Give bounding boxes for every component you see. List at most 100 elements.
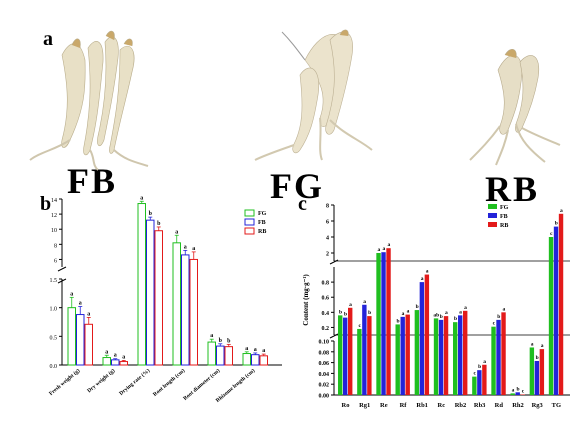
bar-fg	[357, 328, 362, 395]
significance-letter: a	[87, 311, 90, 317]
x-category-label: Re	[380, 402, 388, 409]
significance-letter: b	[344, 312, 347, 318]
bar-fg	[102, 357, 111, 366]
photo-label-fg: FG	[270, 166, 324, 206]
y-tick-label: 10	[51, 228, 57, 234]
significance-letter: a	[114, 353, 117, 359]
significance-letter: a	[175, 229, 178, 235]
bar-rb	[539, 349, 545, 395]
bar-fg	[338, 315, 343, 395]
significance-letter: a	[105, 349, 108, 355]
bar-fb	[362, 304, 367, 395]
significance-letter: a	[377, 247, 380, 253]
significance-letter: a	[382, 246, 385, 252]
x-category-label: Rh2	[512, 402, 524, 409]
significance-letter: a	[70, 291, 73, 297]
significance-letter: a	[210, 333, 213, 339]
significance-letter: a	[184, 244, 187, 250]
panel-label-a: a	[43, 28, 53, 50]
bar-rb	[443, 316, 449, 395]
x-category-label: Fresh weight (g)	[48, 367, 82, 397]
x-category-label: Dry weight (g)	[86, 367, 117, 394]
bar-fg	[207, 341, 216, 366]
significance-letter: a	[363, 299, 366, 305]
significance-letter: b	[555, 221, 558, 227]
chart-c: 0.00 0.02 0.04 0.06 0.08 0.10 0.2 0.4 0.6 0.8 2 4 6 8…	[302, 204, 570, 409]
significance-letter: a	[560, 208, 563, 214]
y-tick-label: 0.0	[50, 364, 58, 370]
bar-rb	[189, 258, 198, 366]
x-category-label: TG	[552, 402, 561, 409]
bar-fb	[76, 314, 85, 366]
bar-fg	[529, 347, 535, 395]
y-tick-label: 0.2	[322, 326, 330, 332]
legend-swatch-fg	[244, 209, 255, 217]
bar-fb	[381, 252, 386, 395]
y-tick-label: 0.4	[322, 311, 330, 317]
panel-label-b: b	[40, 193, 52, 215]
bar-rb	[482, 364, 487, 395]
significance-letter: a	[407, 309, 410, 315]
bar-fg	[242, 353, 251, 366]
bar-rb	[405, 314, 410, 395]
bar-rb	[367, 316, 372, 395]
bar-fb	[251, 354, 260, 366]
legend-label-fb: FB	[500, 214, 508, 220]
bar-fg	[510, 393, 515, 395]
significance-letter: b	[227, 338, 231, 344]
significance-letter: a	[254, 347, 257, 353]
significance-letter: a	[192, 246, 195, 252]
significance-letter: a	[349, 302, 352, 308]
y-tick-label: 0.06	[319, 361, 330, 367]
x-category-label: Drying rate (%)	[118, 367, 152, 397]
bar-fb	[515, 392, 520, 395]
y-tick-label: 0.08	[319, 350, 330, 356]
significance-letter: b	[157, 221, 161, 227]
root-photos	[29, 29, 561, 171]
significance-letter: a	[459, 309, 462, 315]
significance-letter: a	[387, 242, 390, 248]
x-category-label: Root diameter (cm)	[182, 367, 222, 402]
legend-swatch-fb	[488, 213, 497, 218]
significance-letter: a	[502, 306, 505, 312]
legend-label-fb: FB	[258, 220, 266, 226]
y-tick-label: 0.5	[50, 335, 58, 341]
significance-letter: a	[483, 359, 486, 365]
significance-letter: c	[550, 231, 553, 237]
bar-fb	[438, 319, 444, 395]
x-category-label: Ro	[342, 402, 350, 409]
y-tick-label: 14	[51, 198, 57, 204]
significance-letter: c	[473, 371, 476, 377]
bar-fg	[67, 307, 76, 366]
bar-fg	[395, 324, 400, 395]
legend-label-rb: RB	[258, 229, 266, 235]
significance-letter: a	[140, 195, 143, 201]
bar-fb	[496, 319, 501, 395]
bar-fg	[548, 237, 554, 395]
bar-rb	[424, 274, 430, 395]
significance-letter: b	[339, 309, 342, 315]
bar-fg	[472, 376, 477, 395]
root-image-fb	[29, 30, 149, 171]
significance-letter: a	[122, 354, 125, 360]
bar-fb	[146, 219, 155, 366]
significance-letter: c	[358, 323, 361, 329]
y-tick-label: 8	[54, 243, 57, 249]
bar-fb	[111, 359, 120, 366]
significance-letter: a	[512, 387, 515, 393]
significance-letter: a	[79, 301, 82, 307]
axis-break-mark	[57, 278, 67, 284]
significance-letter: b	[440, 314, 443, 320]
bar-fb	[458, 315, 463, 395]
bar-fb	[400, 316, 405, 395]
x-category-label: Rg3	[532, 402, 544, 409]
bar-rb	[463, 310, 468, 395]
bar-fg	[491, 326, 496, 395]
bar-rb	[259, 355, 268, 366]
significance-letter: c	[522, 388, 525, 394]
x-category-label: Root length (cm)	[152, 367, 187, 398]
bar-fg	[414, 310, 420, 395]
bar-fb	[553, 226, 559, 395]
